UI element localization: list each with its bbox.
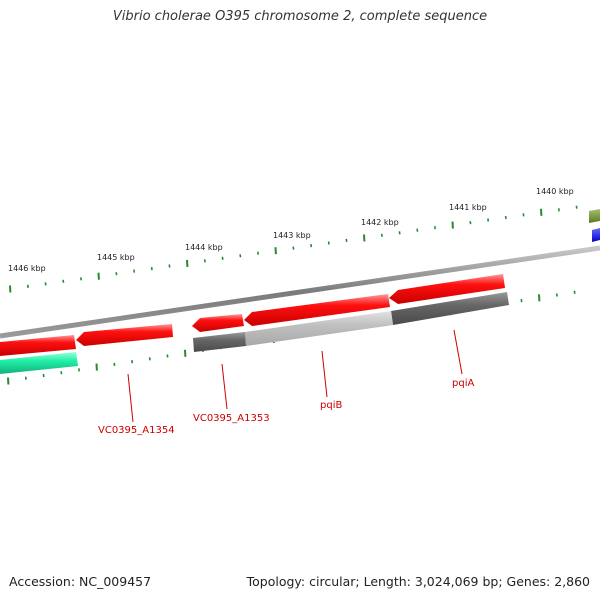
gene-arrow-VC0395-A1353[interactable]	[192, 314, 244, 332]
chromosome-backbone	[0, 245, 600, 339]
leader-pqiB	[321, 350, 328, 398]
kbp-label-1441: 1441 kbp	[449, 203, 487, 212]
kbp-label-1446: 1446 kbp	[8, 264, 46, 273]
gene-arrow-VC0395-A1354[interactable]	[76, 324, 173, 346]
gene-label-pqiB[interactable]: pqiB	[320, 400, 342, 411]
leader-pqiA	[453, 329, 463, 375]
kbp-label-1442: 1442 kbp	[361, 218, 399, 227]
olive-feature	[589, 209, 600, 223]
gene-arrow-pqiB[interactable]	[244, 294, 390, 326]
accession-text: Accession: NC_009457	[9, 574, 152, 589]
leader-A1353	[221, 363, 228, 410]
track-light-pqiB	[245, 311, 393, 346]
gene-label-VC0395-A1353[interactable]: VC0395_A1353	[193, 413, 270, 424]
track-teal-left	[0, 352, 78, 374]
track-dark-A1353	[193, 332, 246, 352]
kbp-label-1444: 1444 kbp	[185, 243, 223, 252]
blue-feature	[592, 228, 600, 242]
kbp-label-1443: 1443 kbp	[273, 231, 311, 240]
gene-arrow-pqiA[interactable]	[389, 274, 505, 304]
track-dark-pqiA	[391, 292, 509, 325]
genome-summary-text: Topology: circular; Length: 3,024,069 bp…	[246, 574, 590, 589]
kbp-label-1440: 1440 kbp	[536, 187, 574, 196]
leader-A1354	[127, 373, 134, 423]
gene-label-pqiA[interactable]: pqiA	[452, 378, 474, 389]
kbp-label-1445: 1445 kbp	[97, 253, 135, 262]
gene-arrow-left-edge[interactable]	[0, 335, 76, 356]
outer-ruler	[9, 205, 578, 293]
map-title: Vibrio cholerae O395 chromosome 2, compl…	[112, 9, 488, 24]
gene-label-VC0395-A1354[interactable]: VC0395_A1354	[98, 425, 175, 436]
